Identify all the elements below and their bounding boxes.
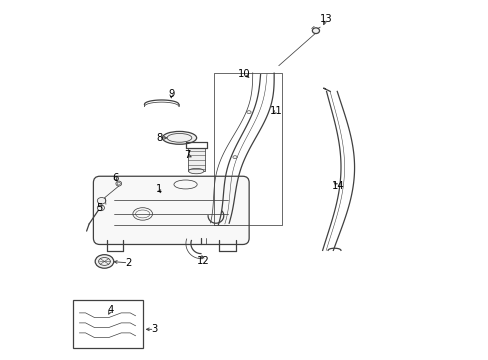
Text: 8: 8 [156, 133, 163, 143]
Ellipse shape [174, 180, 197, 189]
Text: 14: 14 [331, 181, 344, 192]
FancyBboxPatch shape [93, 176, 248, 244]
Text: 10: 10 [238, 68, 250, 78]
Text: 11: 11 [269, 107, 282, 116]
Ellipse shape [133, 208, 152, 220]
Ellipse shape [97, 198, 106, 204]
Ellipse shape [97, 205, 104, 211]
Ellipse shape [116, 181, 122, 186]
Text: 5: 5 [97, 203, 103, 213]
Text: 2: 2 [125, 258, 131, 268]
Ellipse shape [312, 28, 319, 33]
Ellipse shape [95, 255, 114, 268]
Ellipse shape [162, 131, 196, 144]
Text: 6: 6 [112, 173, 118, 183]
Bar [187, 148, 204, 171]
Ellipse shape [232, 156, 237, 158]
Ellipse shape [135, 210, 149, 218]
Ellipse shape [246, 111, 251, 113]
Text: 7: 7 [184, 150, 190, 160]
Ellipse shape [167, 134, 191, 142]
Text: 3: 3 [151, 324, 157, 334]
Bar [73, 300, 142, 348]
Ellipse shape [99, 257, 110, 265]
Text: 13: 13 [319, 14, 331, 23]
Text: 4: 4 [107, 305, 113, 315]
Ellipse shape [188, 168, 203, 174]
Ellipse shape [117, 182, 120, 185]
Text: 9: 9 [168, 89, 174, 99]
Text: 12: 12 [197, 256, 209, 266]
Text: 1: 1 [155, 184, 162, 194]
